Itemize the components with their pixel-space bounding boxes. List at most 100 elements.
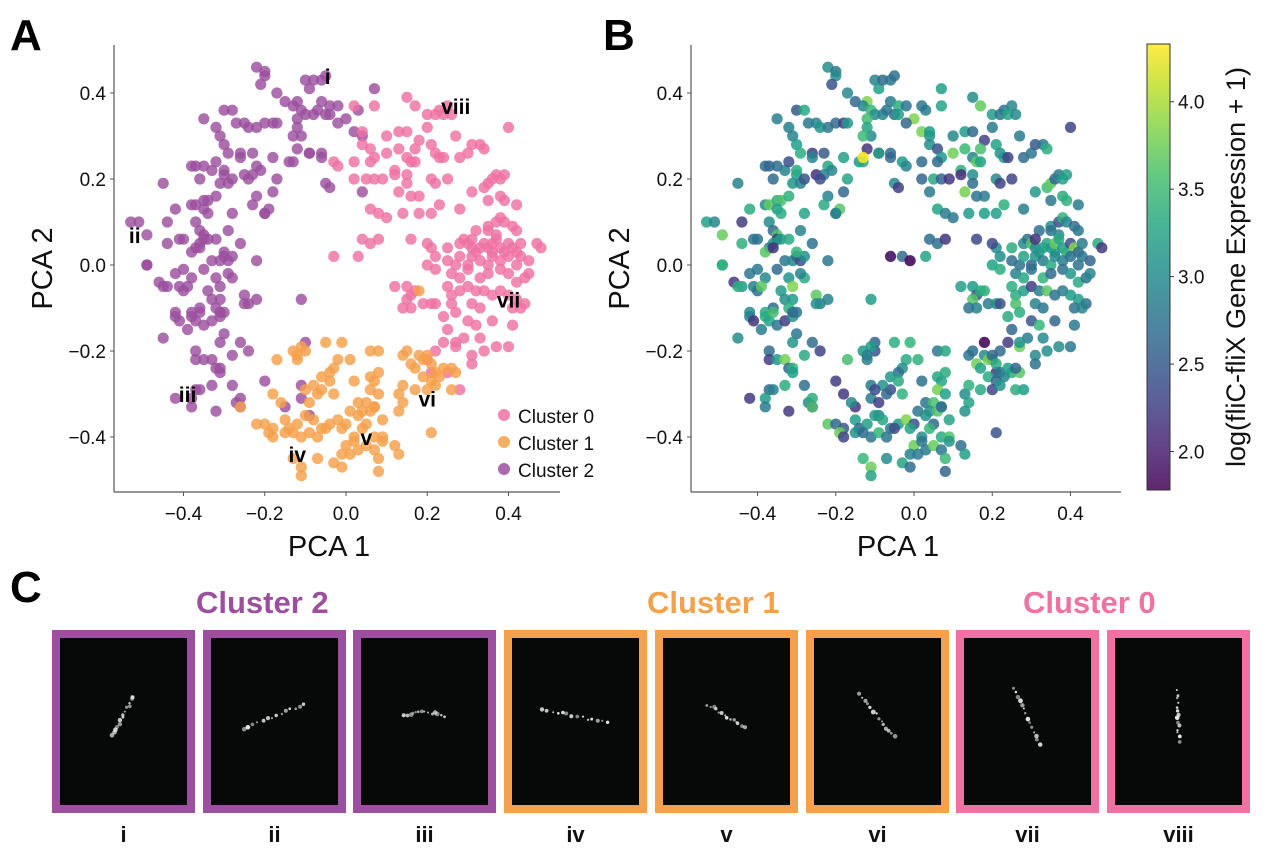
data-point [963,397,975,409]
data-point [783,233,795,245]
data-point [1068,319,1080,331]
data-point-cluster-1 [413,285,425,297]
data-point [1037,302,1049,314]
data-point-cluster-0 [498,216,510,228]
cell-image-label: viii [1163,822,1194,847]
fluorescent-spot [575,714,580,719]
data-point-cluster-0 [352,250,364,262]
data-point-cluster-1 [348,375,360,387]
data-point [1010,384,1022,396]
scatter-plot-expression: −0.4 −0.2 0.0 0.2 0.4 −0.4 −0.2 0.0 0.2 0.4 PCA 1 P… [604,43,1251,560]
data-point-cluster-2 [242,173,255,185]
fluorescent-spot [298,704,303,709]
fluorescent-spot [288,707,291,710]
data-point [767,242,779,254]
data-point-cluster-2 [161,237,173,250]
data-point-cluster-2 [247,199,259,211]
data-point-cluster-2 [251,190,263,202]
data-point-cluster-1 [316,371,328,383]
panel-label-a: A [10,11,42,60]
fluorescent-spot [128,702,131,705]
data-point [849,414,861,426]
data-point-cluster-2 [177,233,190,245]
data-point-cluster-0 [401,177,413,189]
data-point-cluster-2 [210,156,222,168]
data-point-cluster-2 [316,151,328,164]
data-point [959,388,971,400]
data-point [1018,384,1030,396]
data-point [716,259,728,271]
data-point [791,306,803,318]
data-point-cluster-2 [169,203,181,215]
data-point [759,401,771,413]
data-point [865,461,877,473]
data-point [912,448,924,460]
data-point-cluster-2 [194,242,206,254]
data-point [814,173,826,185]
cell-image-label: v [720,822,733,847]
data-point-cluster-0 [381,147,393,159]
data-point [1006,100,1018,112]
fluorescent-spot [405,713,410,718]
data-point-cluster-2 [303,147,315,159]
data-point-cluster-0 [328,250,340,262]
data-point-cluster-1 [425,427,437,439]
bacterium-filament-icon [1174,689,1182,744]
point-annotation: v [360,427,372,450]
data-point [1029,233,1041,245]
data-point-cluster-0 [409,100,421,112]
data-point-cluster-1 [336,461,348,473]
point-annotation: vi [418,388,436,411]
colorbar-tick-label: 4.0 [1178,93,1204,114]
fluorescent-spot [417,710,420,713]
data-point-cluster-0 [332,160,344,172]
data-point [904,336,916,348]
data-point [779,354,791,366]
data-point [830,70,842,82]
data-point-cluster-0 [421,108,433,121]
data-point [787,336,799,348]
colorbar-tick-label: 3.5 [1178,180,1204,201]
data-point-cluster-1 [291,349,303,361]
data-point-cluster-0 [466,349,478,361]
data-point [967,91,979,103]
data-point [935,100,947,112]
data-point [763,354,775,366]
data-point-cluster-0 [498,194,510,207]
data-point-cluster-2 [198,263,210,275]
y-tick-label: −0.4 [68,428,106,449]
data-point-cluster-2 [157,177,169,189]
colorbar: 2.0 2.5 3.0 3.5 4.0 log(fliC-fliX Gene Expres… [1146,43,1251,491]
data-point [955,440,967,452]
y-axis-label: PCA 2 [27,227,59,309]
data-point-cluster-0 [442,100,454,112]
data-point-cluster-0 [348,100,360,112]
data-point [1064,250,1077,262]
fluorescent-spot [569,714,574,719]
data-point [935,444,947,456]
data-point [904,461,916,473]
data-point-cluster-1 [377,435,389,447]
cell-image-label: vii [1015,822,1040,847]
data-point [939,233,951,245]
data-point-cluster-2 [324,108,336,121]
data-point [916,435,928,447]
data-point [873,83,885,95]
fluorescent-spot [881,720,884,723]
data-point-cluster-1 [372,345,385,357]
data-point-cluster-0 [515,237,527,250]
data-point [924,186,936,198]
colorbar-tick-label: 2.0 [1178,443,1204,464]
data-point [1014,336,1026,348]
data-point [986,349,998,361]
point-annotation: ii [129,225,141,248]
data-point [1041,143,1053,155]
data-point-cluster-1 [372,388,385,400]
data-point-cluster-0 [478,285,490,297]
data-point-cluster-2 [295,293,307,305]
data-point [931,345,944,357]
data-point-cluster-1 [324,375,336,387]
x-axis-label: PCA 1 [288,531,370,560]
data-point-cluster-1 [312,431,324,443]
data-point-cluster-1 [328,388,340,400]
